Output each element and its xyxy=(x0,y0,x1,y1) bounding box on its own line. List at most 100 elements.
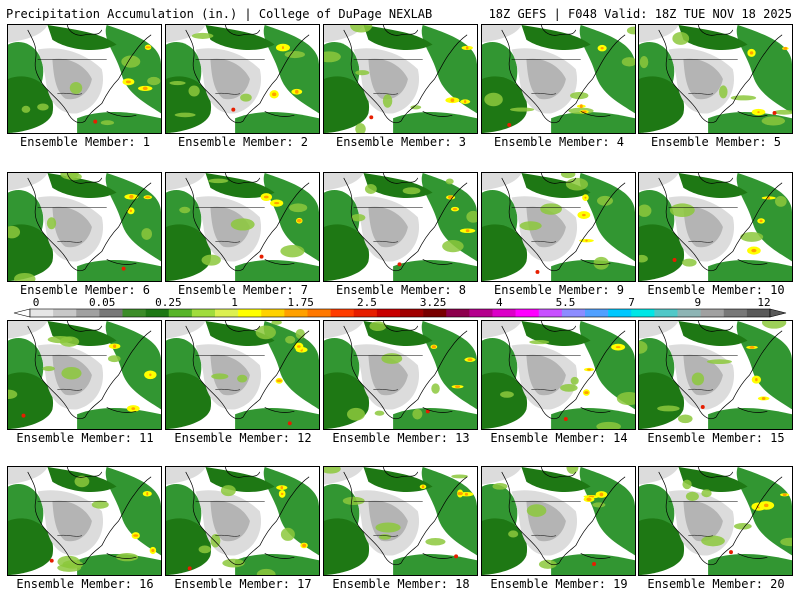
precip-map xyxy=(324,173,477,281)
ensemble-member-label: Ensemble Member: 20 xyxy=(647,577,785,591)
legend-swatch xyxy=(608,309,632,317)
legend-swatch xyxy=(99,309,123,317)
precip-map xyxy=(639,467,792,575)
map-panel xyxy=(323,24,478,134)
legend-tick-label: 0 xyxy=(33,296,40,309)
legend-swatch xyxy=(330,309,355,317)
precip-map xyxy=(324,321,477,429)
ensemble-member-label: Ensemble Member: 4 xyxy=(493,135,625,149)
legend-swatch xyxy=(168,309,193,317)
precip-map xyxy=(8,173,161,281)
map-panel xyxy=(165,320,320,430)
ensemble-member-label: Ensemble Member: 2 xyxy=(177,135,309,149)
ensemble-member-label: Ensemble Member: 10 xyxy=(647,283,785,297)
map-panel xyxy=(165,24,320,134)
run-valid-time: 18Z GEFS | F048 Valid: 18Z TUE NOV 18 20… xyxy=(488,7,792,21)
ensemble-member-label: Ensemble Member: 14 xyxy=(490,431,628,445)
ensemble-member-label: Ensemble Member: 18 xyxy=(332,577,470,591)
legend-swatch xyxy=(723,309,748,317)
map-panel xyxy=(638,320,793,430)
map-panel xyxy=(7,172,162,282)
legend-swatch xyxy=(284,309,308,317)
legend-swatch xyxy=(746,309,771,317)
legend-swatch xyxy=(53,309,77,317)
legend-swatch xyxy=(376,309,401,317)
legend-swatch xyxy=(469,309,493,317)
ensemble-member-label: Ensemble Member: 12 xyxy=(174,431,312,445)
map-panel xyxy=(638,172,793,282)
map-panel xyxy=(323,466,478,576)
ensemble-member-label: Ensemble Member: 3 xyxy=(335,135,467,149)
ensemble-member-label: Ensemble Member: 11 xyxy=(16,431,154,445)
legend-swatch xyxy=(492,309,516,317)
precip-color-legend: 0 0.05 0.25 1 1.75 2.5 3.25 4 5.5 7 9 12 xyxy=(13,296,787,318)
legend-swatch xyxy=(191,309,216,317)
precip-map xyxy=(639,173,792,281)
precip-map xyxy=(639,25,792,133)
legend-tick-label: 12 xyxy=(757,296,770,309)
precip-map xyxy=(482,467,635,575)
ensemble-member-label: Ensemble Member: 15 xyxy=(647,431,785,445)
precip-map xyxy=(166,467,319,575)
map-panel xyxy=(481,172,636,282)
map-panel xyxy=(638,466,793,576)
legend-swatch xyxy=(631,309,655,317)
legend-swatch xyxy=(238,309,262,317)
legend-swatch xyxy=(307,309,331,317)
precip-map xyxy=(8,467,161,575)
page-title: Precipitation Accumulation (in.) | Colle… xyxy=(6,7,433,21)
legend-tick-label: 9 xyxy=(694,296,701,309)
precip-map xyxy=(324,467,477,575)
map-panel xyxy=(323,172,478,282)
precip-map xyxy=(324,25,477,133)
legend-swatch xyxy=(423,309,447,317)
legend-tick-label: 2.5 xyxy=(357,296,377,309)
legend-tick-label: 1.75 xyxy=(287,296,314,309)
ensemble-member-label: Ensemble Member: 9 xyxy=(493,283,625,297)
map-panel xyxy=(165,466,320,576)
legend-swatch xyxy=(353,309,378,317)
legend-swatch xyxy=(561,309,586,317)
map-panel xyxy=(7,320,162,430)
legend-tick-label: 3.25 xyxy=(420,296,447,309)
ensemble-member-label: Ensemble Member: 5 xyxy=(650,135,782,149)
map-panel xyxy=(481,320,636,430)
legend-swatch xyxy=(76,309,100,317)
legend-swatch xyxy=(30,309,54,317)
precip-map xyxy=(482,321,635,429)
precip-map xyxy=(166,321,319,429)
legend-swatch xyxy=(538,309,563,317)
legend-tick-label: 4 xyxy=(496,296,503,309)
map-panel xyxy=(323,320,478,430)
ensemble-member-label: Ensemble Member: 1 xyxy=(19,135,151,149)
precip-map xyxy=(166,173,319,281)
ensemble-member-label: Ensemble Member: 16 xyxy=(16,577,154,591)
precip-map xyxy=(166,25,319,133)
legend-swatch xyxy=(515,309,540,317)
legend-swatch xyxy=(446,309,470,317)
ensemble-member-label: Ensemble Member: 7 xyxy=(177,283,309,297)
legend-swatch xyxy=(215,309,239,317)
legend-swatch xyxy=(654,309,678,317)
ensemble-member-label: Ensemble Member: 17 xyxy=(174,577,312,591)
ensemble-member-label: Ensemble Member: 13 xyxy=(332,431,470,445)
ensemble-member-label: Ensemble Member: 8 xyxy=(335,283,467,297)
ensemble-member-label: Ensemble Member: 6 xyxy=(19,283,151,297)
map-panel xyxy=(7,466,162,576)
map-panel xyxy=(638,24,793,134)
legend-swatch xyxy=(122,309,146,317)
legend-swatch xyxy=(400,309,424,317)
legend-swatch xyxy=(585,309,609,317)
legend-tick-label: 0.25 xyxy=(155,296,182,309)
legend-swatch xyxy=(700,309,725,317)
legend-tick-label: 5.5 xyxy=(556,296,576,309)
legend-swatch xyxy=(145,309,170,317)
precip-map xyxy=(8,25,161,133)
map-panel xyxy=(481,466,636,576)
legend-tick-label: 0.05 xyxy=(89,296,116,309)
precip-map xyxy=(482,173,635,281)
map-panel xyxy=(165,172,320,282)
precip-map xyxy=(8,321,161,429)
map-panel xyxy=(7,24,162,134)
map-panel xyxy=(481,24,636,134)
